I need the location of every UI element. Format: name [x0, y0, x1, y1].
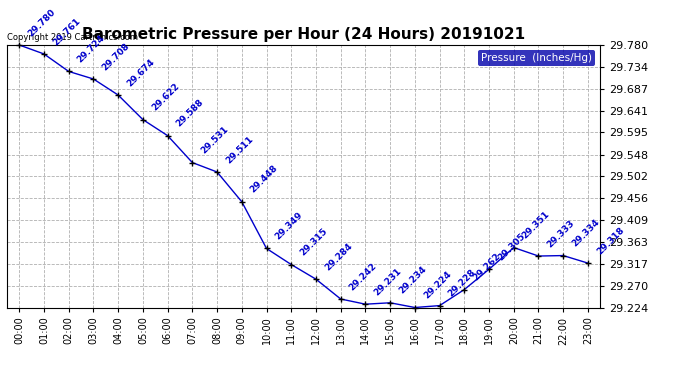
- Text: 29.588: 29.588: [175, 98, 206, 129]
- Text: 29.448: 29.448: [248, 164, 280, 195]
- Text: 29.231: 29.231: [373, 266, 403, 297]
- Text: 29.724: 29.724: [76, 33, 107, 64]
- Text: 29.531: 29.531: [199, 124, 230, 156]
- Legend: Pressure  (Inches/Hg): Pressure (Inches/Hg): [478, 50, 595, 66]
- Text: 29.351: 29.351: [521, 210, 551, 241]
- Text: 29.622: 29.622: [150, 82, 181, 112]
- Text: 29.284: 29.284: [323, 241, 354, 272]
- Text: 29.262: 29.262: [471, 252, 502, 283]
- Text: 29.318: 29.318: [595, 225, 626, 256]
- Text: 29.334: 29.334: [570, 217, 601, 249]
- Text: 29.674: 29.674: [125, 57, 156, 88]
- Text: 29.333: 29.333: [545, 218, 576, 249]
- Text: 29.305: 29.305: [496, 231, 527, 262]
- Text: 29.708: 29.708: [100, 41, 131, 72]
- Text: 29.228: 29.228: [446, 268, 477, 298]
- Text: 29.761: 29.761: [51, 16, 82, 47]
- Text: 29.511: 29.511: [224, 134, 255, 165]
- Title: Barometric Pressure per Hour (24 Hours) 20191021: Barometric Pressure per Hour (24 Hours) …: [82, 27, 525, 42]
- Text: 29.780: 29.780: [26, 7, 57, 38]
- Text: Copyright 2019 Cartronics.com: Copyright 2019 Cartronics.com: [7, 33, 138, 42]
- Text: 29.224: 29.224: [422, 270, 453, 300]
- Text: 29.315: 29.315: [298, 226, 329, 258]
- Text: 29.242: 29.242: [348, 261, 379, 292]
- Text: 29.349: 29.349: [273, 210, 304, 242]
- Text: 29.234: 29.234: [397, 265, 428, 296]
